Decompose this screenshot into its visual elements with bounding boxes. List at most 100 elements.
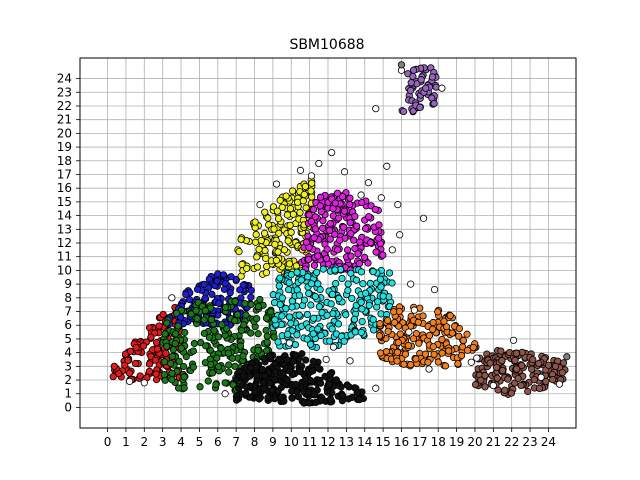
data-point: [253, 371, 261, 380]
data-point: [210, 326, 218, 335]
data-point: [291, 341, 299, 349]
y-tick-label: 23: [57, 85, 72, 99]
y-tick-label: 5: [64, 332, 72, 346]
data-point: [301, 182, 309, 190]
data-point: [224, 349, 233, 357]
data-point: [383, 162, 391, 170]
data-point: [396, 231, 404, 239]
data-point: [162, 349, 170, 357]
data-point: [354, 250, 362, 258]
data-point: [310, 261, 319, 269]
data-point: [367, 239, 375, 247]
data-point: [473, 354, 481, 362]
data-point: [346, 219, 354, 227]
data-point: [187, 310, 195, 318]
data-point: [304, 273, 312, 281]
data-point: [352, 276, 361, 284]
data-point: [424, 358, 432, 366]
data-point: [340, 337, 348, 345]
data-point: [215, 299, 223, 307]
data-point: [351, 212, 359, 221]
data-point: [528, 365, 536, 373]
data-point: [256, 295, 264, 304]
data-point: [293, 331, 301, 339]
x-tick-label: 0: [104, 435, 112, 449]
data-point: [434, 308, 442, 316]
data-point: [305, 399, 313, 407]
data-point: [263, 338, 271, 346]
data-point: [264, 394, 272, 402]
data-point: [471, 380, 480, 389]
data-point: [329, 343, 338, 351]
data-point: [278, 294, 286, 302]
data-point: [263, 262, 271, 271]
y-tick-label: 18: [57, 154, 72, 168]
data-point: [237, 235, 245, 243]
data-point: [307, 172, 316, 180]
data-point: [252, 230, 260, 239]
data-point: [493, 363, 501, 372]
data-point: [394, 201, 402, 209]
data-point: [334, 320, 343, 328]
x-tick-label: 14: [357, 435, 372, 449]
data-point: [109, 373, 117, 381]
x-tick-label: 15: [375, 435, 390, 449]
data-point: [379, 251, 387, 259]
data-point: [305, 389, 313, 397]
data-point: [283, 356, 292, 364]
data-point: [304, 255, 313, 263]
data-point: [262, 269, 271, 277]
data-point: [328, 290, 337, 298]
data-point: [467, 358, 475, 366]
data-point: [328, 325, 336, 333]
data-point: [499, 366, 507, 375]
data-point: [266, 379, 274, 387]
y-tick-label: 21: [57, 113, 72, 127]
data-point: [328, 148, 336, 157]
data-point: [276, 274, 284, 282]
data-point: [221, 279, 230, 288]
x-tick-label: 12: [320, 435, 335, 449]
data-point: [346, 194, 354, 202]
x-tick-label: 4: [177, 435, 185, 449]
data-point: [126, 347, 135, 355]
data-point: [346, 357, 354, 365]
data-point: [168, 294, 176, 302]
data-point: [151, 356, 160, 364]
data-point: [493, 374, 501, 382]
data-point: [267, 308, 275, 316]
data-point: [311, 225, 320, 233]
data-point: [422, 84, 430, 92]
data-point: [340, 223, 348, 231]
data-point: [174, 384, 183, 392]
data-point: [412, 355, 420, 363]
data-point: [353, 222, 361, 230]
data-point: [179, 362, 188, 371]
data-point: [300, 190, 308, 199]
data-point: [247, 300, 255, 309]
data-point: [323, 311, 331, 319]
data-point: [255, 245, 263, 253]
data-point: [242, 311, 250, 319]
data-point: [448, 329, 456, 337]
data-point: [512, 349, 521, 357]
data-point: [167, 359, 175, 368]
data-point: [455, 332, 463, 340]
data-point: [310, 234, 318, 242]
data-point: [344, 286, 352, 295]
data-point: [193, 314, 201, 323]
data-point: [292, 351, 300, 359]
data-point: [284, 286, 293, 294]
data-point: [384, 316, 392, 324]
data-point: [147, 333, 155, 341]
data-point: [345, 395, 353, 403]
data-point: [174, 322, 182, 330]
data-point: [429, 325, 437, 333]
data-point: [236, 342, 245, 350]
data-point: [514, 374, 522, 383]
data-point: [145, 367, 154, 375]
data-point: [463, 330, 471, 338]
data-point: [226, 289, 234, 297]
data-point: [285, 279, 293, 287]
